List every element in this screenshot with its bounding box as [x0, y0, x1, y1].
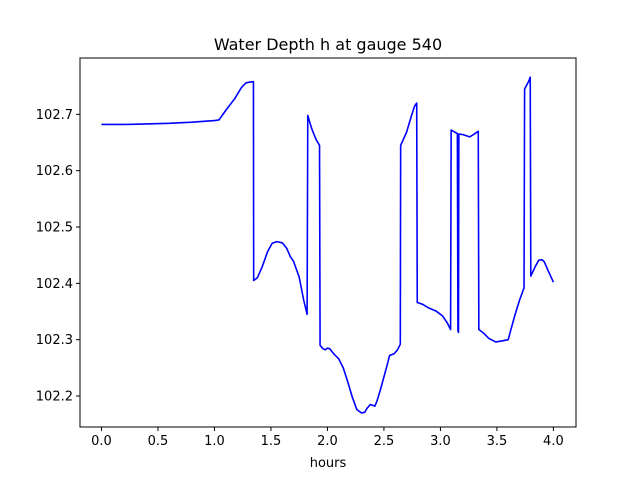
plot-frame — [79, 57, 577, 428]
chart-title: Water Depth h at gauge 540 — [214, 35, 442, 54]
axis-ticks: 0.0 0.5 1.0 1.5 2.0 2.5 3.0 3.5 4.0 102.2 102.3 102… — [36, 108, 564, 449]
x-tick-label: 1.0 — [204, 434, 225, 449]
x-tick-label: 3.0 — [430, 434, 451, 449]
y-tick-label: 102.5 — [36, 221, 73, 236]
x-axis-label: hours — [310, 456, 347, 471]
x-tick-label: 3.5 — [487, 434, 508, 449]
x-tick-label: 0.0 — [91, 434, 112, 449]
y-tick-label: 102.4 — [36, 277, 73, 292]
x-tick-label: 2.5 — [374, 434, 395, 449]
y-tick-label: 102.6 — [36, 164, 73, 179]
x-tick-label: 0.5 — [148, 434, 169, 449]
y-tick-label: 102.2 — [36, 390, 73, 405]
plot-area — [101, 76, 555, 414]
x-tick-label: 1.5 — [261, 434, 282, 449]
x-tick-label: 2.0 — [317, 434, 338, 449]
series-line-0 — [101, 76, 555, 414]
x-tick-label: 4.0 — [543, 434, 564, 449]
y-tick-label: 102.7 — [36, 108, 73, 123]
y-tick-label: 102.3 — [36, 333, 73, 348]
